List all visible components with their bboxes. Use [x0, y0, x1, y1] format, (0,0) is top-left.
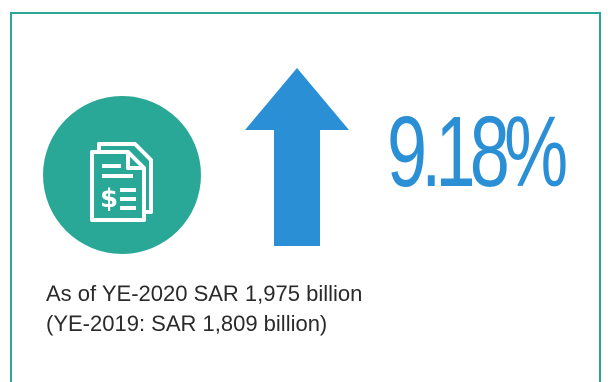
svg-text:$: $ — [100, 184, 118, 214]
invoice-document-icon: $ — [90, 142, 153, 222]
arrow-up-icon — [245, 68, 349, 246]
caption-line-1: As of YE-2020 SAR 1,975 billion — [46, 281, 363, 306]
caption: As of YE-2020 SAR 1,975 billion (YE-2019… — [46, 279, 362, 339]
growth-percent: 9.18% — [387, 96, 568, 208]
caption-line-2: (YE-2019: SAR 1,809 billion) — [46, 311, 328, 336]
document-circle: $ — [43, 96, 201, 254]
stat-card: $ 9.18% As of YE-2020 SAR 1,975 billion … — [10, 12, 601, 382]
